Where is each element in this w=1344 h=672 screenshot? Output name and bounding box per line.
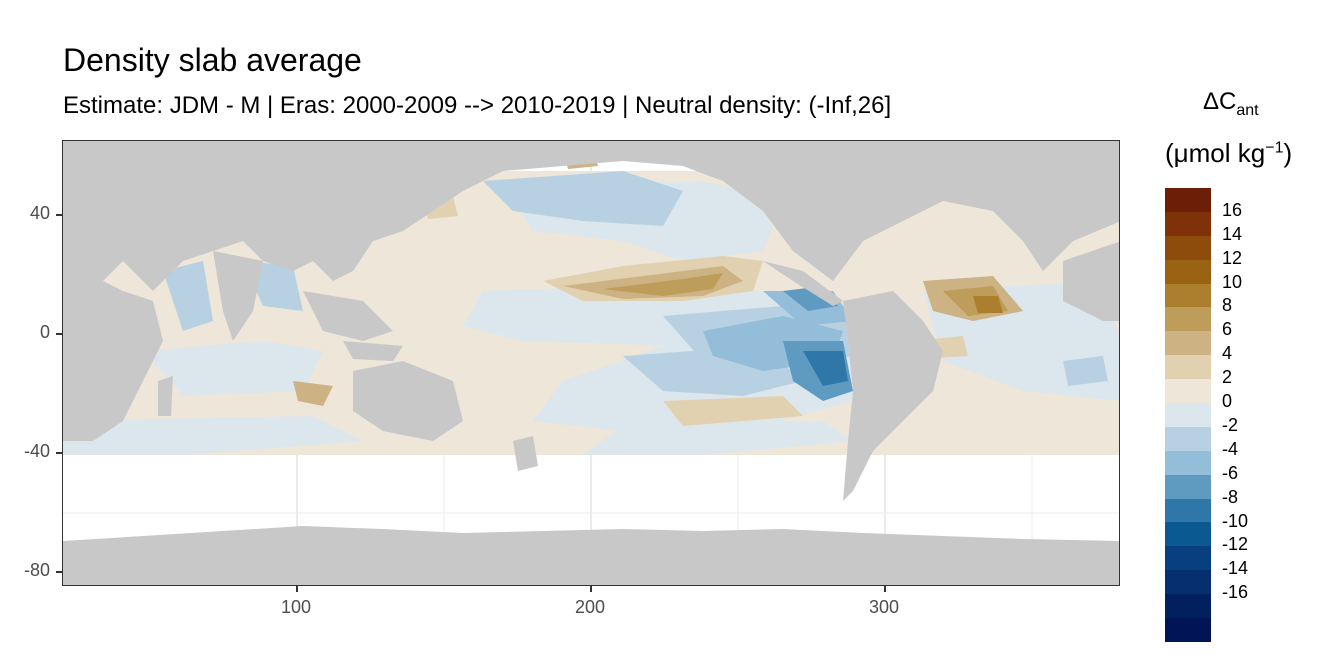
legend-label: -10 [1222, 510, 1249, 531]
y-tick-mark [56, 452, 62, 454]
legend-label: -12 [1222, 534, 1249, 555]
legend-swatch [1165, 498, 1211, 523]
legend-swatch [1165, 426, 1211, 451]
legend-swatch [1165, 474, 1211, 499]
legend-unit-post: ) [1283, 138, 1293, 168]
legend-label: 10 [1222, 271, 1243, 292]
legend-swatch [1165, 618, 1211, 642]
legend-label: 8 [1222, 295, 1233, 316]
y-tick-label-minus40: -40 [23, 441, 50, 461]
legend-swatch [1165, 522, 1211, 547]
x-tick-mark [296, 586, 298, 592]
legend-swatch [1165, 235, 1211, 260]
legend-label: -6 [1222, 462, 1239, 483]
legend-swatch [1165, 355, 1211, 380]
legend-swatch [1165, 188, 1211, 212]
legend-unit: (μmol kg−1) [1165, 138, 1315, 169]
y-tick-mark [56, 333, 62, 335]
y-tick-mark [56, 571, 62, 573]
legend-label: 4 [1222, 343, 1233, 364]
chart-title: Density slab average [63, 42, 362, 78]
legend-label: -2 [1222, 414, 1239, 435]
x-tick-label-200: 200 [574, 597, 606, 617]
y-tick-mark [56, 214, 62, 216]
legend-swatch [1165, 594, 1211, 619]
legend-colorbar [1165, 188, 1211, 642]
legend-label: -14 [1222, 558, 1249, 579]
x-tick-label-100: 100 [280, 597, 312, 617]
y-tick-label-0: 0 [39, 322, 50, 342]
legend-swatch [1165, 283, 1211, 308]
chart-subtitle: Estimate: JDM - M | Eras: 2000-2009 --> … [63, 92, 892, 119]
legend-title-main: ΔC [1203, 88, 1237, 115]
legend-label: 0 [1222, 391, 1233, 412]
legend-swatch [1165, 259, 1211, 284]
legend-swatch [1165, 211, 1211, 236]
legend-swatch [1165, 307, 1211, 332]
legend-swatch [1165, 331, 1211, 356]
legend-swatch [1165, 546, 1211, 571]
map-panel [62, 140, 1120, 586]
legend-swatch [1165, 450, 1211, 475]
legend-title-sub: ant [1236, 101, 1259, 119]
y-tick-label-minus80: -80 [23, 560, 50, 580]
legend-label: -16 [1222, 582, 1249, 603]
legend-label: -8 [1222, 486, 1239, 507]
legend-unit-pre: (μmol kg [1165, 138, 1266, 168]
legend-label: 14 [1222, 223, 1243, 244]
land [63, 141, 1119, 585]
y-tick-label-40: 40 [29, 203, 50, 223]
legend-swatch [1165, 379, 1211, 404]
legend-swatch [1165, 570, 1211, 595]
ocean-field [63, 149, 1119, 455]
x-tick-mark [884, 586, 886, 592]
map-canvas [63, 141, 1119, 585]
legend-label: 6 [1222, 319, 1233, 340]
legend-title: ΔCant [1203, 88, 1344, 120]
legend-label: -4 [1222, 438, 1239, 459]
legend-unit-sup: −1 [1265, 139, 1284, 157]
legend-label: 2 [1222, 367, 1233, 388]
legend-label: 12 [1222, 247, 1243, 268]
legend-swatch [1165, 403, 1211, 427]
legend-label: 16 [1222, 199, 1243, 220]
x-tick-label-300: 300 [868, 597, 900, 617]
x-tick-mark [590, 586, 592, 592]
